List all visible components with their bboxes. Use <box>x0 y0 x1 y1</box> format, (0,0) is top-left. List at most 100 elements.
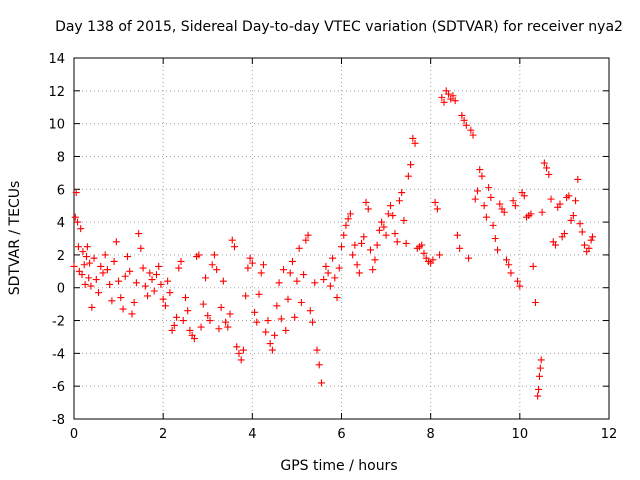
data-point <box>87 282 95 290</box>
data-point <box>231 243 238 251</box>
data-point <box>184 307 192 315</box>
data-point <box>284 295 292 303</box>
data-point <box>560 230 568 238</box>
data-point <box>239 346 247 354</box>
data-point <box>101 251 109 259</box>
data-point <box>547 195 555 203</box>
data-point <box>507 269 515 277</box>
data-point <box>407 161 415 169</box>
data-point <box>496 200 504 208</box>
data-point <box>219 277 227 285</box>
x-tick-label: 4 <box>248 427 256 442</box>
data-point <box>179 317 187 325</box>
data-point <box>516 282 524 290</box>
data-point <box>360 233 368 241</box>
data-point <box>340 231 348 239</box>
data-point <box>215 325 223 333</box>
y-tick-label: 12 <box>48 85 65 100</box>
data-point <box>346 210 354 218</box>
data-point <box>411 139 419 147</box>
data-point <box>418 241 426 249</box>
data-point <box>311 279 319 287</box>
data-point <box>244 264 252 272</box>
data-point <box>313 346 321 354</box>
data-point <box>317 379 325 387</box>
data-point <box>567 216 575 224</box>
data-point <box>440 98 448 106</box>
data-point <box>150 287 158 295</box>
data-point <box>329 254 337 262</box>
data-point <box>384 210 392 218</box>
data-point <box>338 243 345 251</box>
data-point <box>248 259 256 267</box>
data-point <box>235 349 243 357</box>
data-point <box>72 189 80 197</box>
data-point <box>132 279 140 287</box>
data-point <box>257 269 265 277</box>
data-point <box>262 328 270 336</box>
data-point <box>398 189 406 197</box>
data-point <box>213 266 221 274</box>
data-point <box>291 313 299 321</box>
y-tick-label: -8 <box>52 413 65 428</box>
data-point <box>467 126 475 134</box>
data-point <box>449 92 457 100</box>
data-point <box>85 274 93 282</box>
y-tick-label: 14 <box>48 52 65 67</box>
data-point <box>371 256 379 264</box>
data-point <box>83 243 91 251</box>
data-point <box>128 310 136 318</box>
data-point <box>342 221 350 229</box>
data-point <box>124 253 131 261</box>
data-point <box>77 225 85 233</box>
data-point <box>335 264 343 272</box>
chart-title: Day 138 of 2015, Sidereal Day-to-day VTE… <box>55 19 623 35</box>
data-point <box>282 326 290 334</box>
data-point <box>195 251 203 259</box>
data-point <box>130 298 138 306</box>
data-series <box>70 87 597 400</box>
data-point <box>237 356 245 364</box>
data-point <box>391 230 399 238</box>
data-point <box>362 198 370 206</box>
data-point <box>491 235 499 242</box>
data-point <box>393 238 401 246</box>
data-point <box>438 93 446 101</box>
data-point <box>556 200 564 208</box>
y-tick-label: -2 <box>52 315 65 330</box>
data-point <box>482 213 490 221</box>
data-point <box>139 264 147 272</box>
data-point <box>552 241 559 249</box>
data-point <box>164 277 172 285</box>
data-point <box>460 116 468 124</box>
data-point <box>373 241 381 249</box>
data-point <box>320 276 328 284</box>
data-point <box>344 215 352 223</box>
data-point <box>71 213 79 221</box>
data-point <box>580 241 588 249</box>
data-point <box>355 269 363 277</box>
data-point <box>572 197 580 205</box>
x-tick-label: 10 <box>512 427 529 442</box>
data-point <box>181 294 189 302</box>
data-point <box>286 269 294 277</box>
x-tick-label: 0 <box>70 427 78 442</box>
data-point <box>255 290 263 298</box>
data-point <box>322 262 330 270</box>
data-point <box>121 272 129 280</box>
data-point <box>78 271 86 279</box>
data-point <box>500 208 508 216</box>
data-point <box>569 212 577 220</box>
data-point <box>509 197 517 205</box>
x-tick-label: 2 <box>159 427 167 442</box>
data-point <box>369 266 377 274</box>
data-point <box>251 308 259 316</box>
data-point <box>589 233 597 241</box>
data-point <box>382 231 390 239</box>
data-point <box>74 218 82 226</box>
data-point <box>115 277 123 285</box>
data-point <box>300 271 308 279</box>
data-point <box>389 212 397 220</box>
data-point <box>206 317 214 325</box>
data-point <box>166 289 174 297</box>
